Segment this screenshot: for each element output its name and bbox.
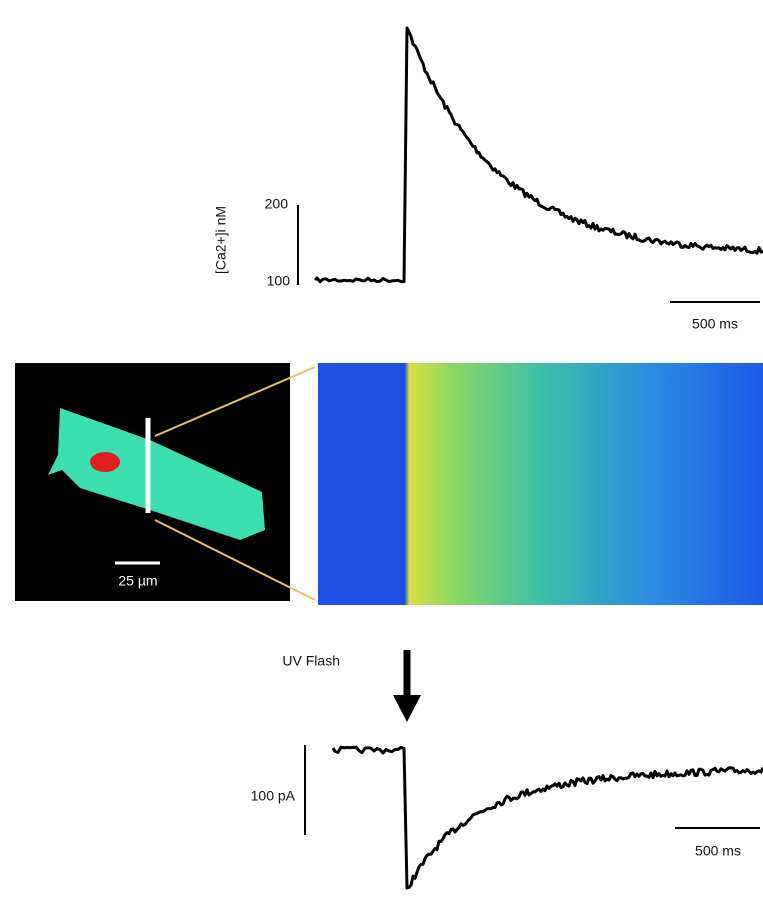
scale-label: 200 xyxy=(265,196,289,212)
guide-line xyxy=(154,366,316,437)
guide-line xyxy=(154,519,316,601)
y-axis-label: [Ca2+]i nM xyxy=(213,206,229,274)
calcium-spot xyxy=(90,452,120,472)
calcium-trace xyxy=(313,26,763,284)
scale-label: 100 xyxy=(267,273,291,289)
scale-label: 25 µm xyxy=(118,573,157,589)
scale-label: 100 pA xyxy=(251,788,296,804)
current-trace xyxy=(331,745,763,890)
time-scale-label: 500 ms xyxy=(692,316,738,332)
arrow-head xyxy=(393,695,421,722)
line-scan-image xyxy=(318,363,763,605)
time-scale-label: 500 ms xyxy=(695,843,741,859)
cell xyxy=(48,408,265,540)
stimulus-label: UV Flash xyxy=(282,653,340,669)
